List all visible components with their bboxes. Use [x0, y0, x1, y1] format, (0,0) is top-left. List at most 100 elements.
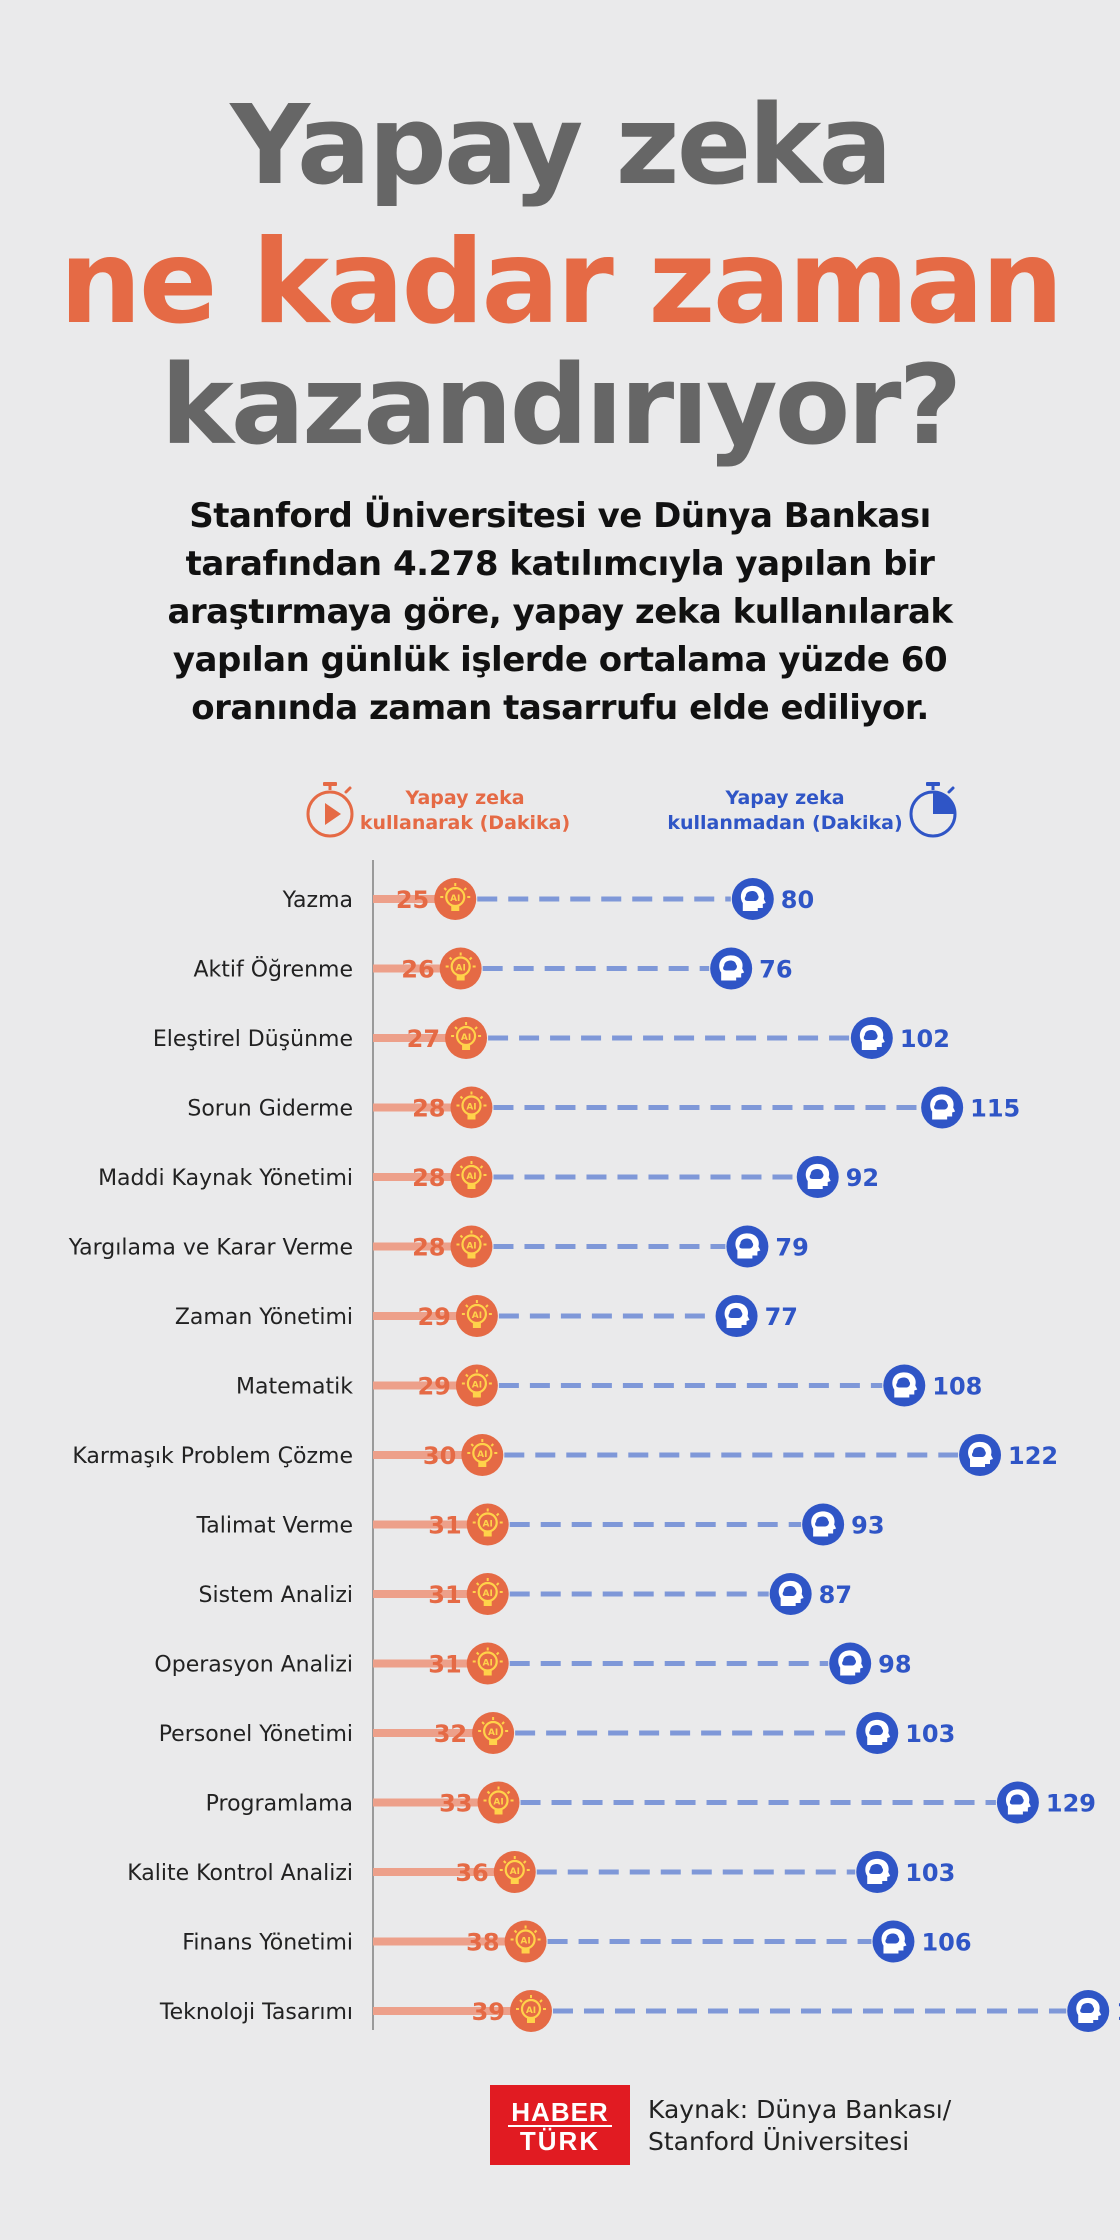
chart-row: Teknoloji Tasarımı 39 AI 142 [159, 1990, 1120, 2032]
ai-value-label: 32 [434, 1720, 467, 1748]
human-brain-icon [1067, 1990, 1110, 2032]
svg-text:AI: AI [455, 964, 465, 974]
category-label: Matematik [236, 1375, 353, 1400]
human-brain-icon [856, 1851, 899, 1893]
source-line-1: Kaynak: Dünya Bankası/ [648, 2095, 952, 2124]
logo-text-bottom: TÜRK [519, 2126, 601, 2156]
ai-lightbulb-icon: AI [466, 1642, 509, 1685]
noai-value-label: 92 [846, 1164, 879, 1192]
ai-value-label: 27 [407, 1025, 440, 1053]
noai-value-label: 103 [905, 1859, 955, 1887]
ai-value-label: 33 [439, 1790, 472, 1818]
source-line-2: Stanford Üniversitesi [648, 2127, 910, 2156]
chart-row: Aktif Öğrenme 26 AI 76 [193, 947, 793, 990]
chart-row: Zaman Yönetimi 29 AI 77 [175, 1295, 798, 1337]
noai-value-label: 103 [905, 1720, 955, 1748]
ai-lightbulb-icon: AI [509, 1990, 552, 2032]
human-brain-icon [715, 1295, 758, 1337]
noai-value-label: 98 [878, 1651, 911, 1679]
ai-value-label: 31 [428, 1651, 461, 1679]
noai-value-label: 93 [851, 1512, 884, 1540]
ai-value-label: 28 [412, 1234, 445, 1262]
noai-value-label: 77 [765, 1303, 798, 1331]
ai-bar [373, 895, 456, 903]
category-label: Karmaşık Problem Çözme [72, 1444, 353, 1469]
ai-bar [373, 1729, 494, 1737]
ai-value-label: 31 [428, 1581, 461, 1609]
ai-value-label: 31 [428, 1512, 461, 1540]
category-label: Aktif Öğrenme [193, 957, 353, 983]
human-brain-icon [850, 1017, 893, 1059]
chart-row: Kalite Kontrol Analizi 36 AI 103 [127, 1851, 955, 1893]
human-brain-icon [996, 1781, 1039, 1824]
category-label: Eleştirel Düşünme [153, 1027, 353, 1052]
ai-bar [373, 1451, 483, 1459]
svg-text:AI: AI [472, 1381, 482, 1391]
ai-bar [373, 1520, 488, 1529]
category-label: Personel Yönetimi [159, 1722, 353, 1747]
ai-bar [373, 1381, 477, 1390]
logo-text-top: HABER [511, 2097, 609, 2127]
human-brain-icon [856, 1712, 899, 1754]
ai-lightbulb-icon: AI [439, 947, 482, 990]
human-brain-icon [731, 878, 774, 920]
noai-value-label: 76 [759, 956, 792, 984]
human-brain-icon [829, 1642, 872, 1685]
human-brain-icon [921, 1086, 964, 1129]
category-label: Yazma [282, 888, 353, 913]
svg-text:AI: AI [450, 894, 460, 904]
chart-row: Operasyon Analizi 31 AI 98 [154, 1642, 912, 1685]
svg-text:AI: AI [520, 1937, 530, 1947]
ai-lightbulb-icon: AI [466, 1503, 509, 1546]
chart-row: Yazma 25 AI 80 [282, 878, 814, 920]
human-brain-icon [726, 1225, 769, 1268]
ai-bar [373, 1173, 472, 1181]
ai-value-label: 28 [412, 1095, 445, 1123]
ai-bar [373, 1590, 488, 1598]
category-label: Maddi Kaynak Yönetimi [98, 1166, 353, 1191]
ai-bar [373, 1312, 477, 1320]
source-credit: Kaynak: Dünya Bankası/ Stanford Üniversi… [648, 2094, 951, 2158]
ai-value-label: 29 [417, 1303, 450, 1331]
ai-value-label: 25 [396, 886, 429, 914]
svg-text:AI: AI [488, 1728, 498, 1738]
legend-with-ai: Yapay zeka kullanarak (Dakika) [359, 787, 571, 834]
ai-bar [373, 1868, 515, 1876]
category-label: Finans Yönetimi [182, 1931, 353, 1956]
chart-row: Programlama 33 AI 129 [206, 1781, 1096, 1824]
svg-text:AI: AI [526, 2006, 536, 2016]
category-label: Kalite Kontrol Analizi [127, 1861, 353, 1886]
category-label: Yargılama ve Karar Verme [68, 1236, 353, 1261]
noai-value-label: 80 [781, 886, 814, 914]
ai-bar [373, 2007, 531, 2015]
svg-text:AI: AI [477, 1450, 487, 1460]
svg-text:AI: AI [493, 1798, 503, 1808]
human-brain-icon [769, 1573, 812, 1615]
noai-value-label: 122 [1008, 1442, 1058, 1470]
dumbbell-chart: Yazma 25 AI 80 Aktif Öğrenme 26 AI 76 Eleştirel … [68, 860, 1120, 2032]
ai-bar [373, 964, 461, 973]
ai-value-label: 39 [472, 1998, 505, 2026]
noai-value-label: 106 [921, 1929, 971, 1957]
human-brain-icon [872, 1920, 915, 1963]
ai-bar [373, 1103, 472, 1112]
chart-row: Sistem Analizi 31 AI 87 [199, 1573, 852, 1615]
chart-row: Personel Yönetimi 32 AI 103 [159, 1712, 955, 1754]
stopwatch-icon [306, 782, 354, 838]
human-brain-icon [883, 1364, 926, 1407]
ai-lightbulb-icon: AI [504, 1920, 547, 1963]
logo-divider [508, 2125, 612, 2127]
ai-bar [373, 1798, 499, 1807]
ai-value-label: 38 [466, 1929, 499, 1957]
svg-text:AI: AI [466, 1103, 476, 1113]
human-brain-icon [796, 1156, 839, 1198]
category-label: Operasyon Analizi [154, 1653, 353, 1678]
stopwatch-icon [909, 782, 957, 838]
ai-lightbulb-icon: AI [455, 1295, 498, 1337]
title-line-1: Yapay zeka [230, 81, 892, 209]
ai-lightbulb-icon: AI [450, 1156, 493, 1198]
svg-text:AI: AI [466, 1242, 476, 1252]
svg-text:AI: AI [483, 1589, 493, 1599]
noai-value-label: 129 [1046, 1790, 1096, 1818]
chart-row: Matematik 29 AI 108 [236, 1364, 982, 1407]
